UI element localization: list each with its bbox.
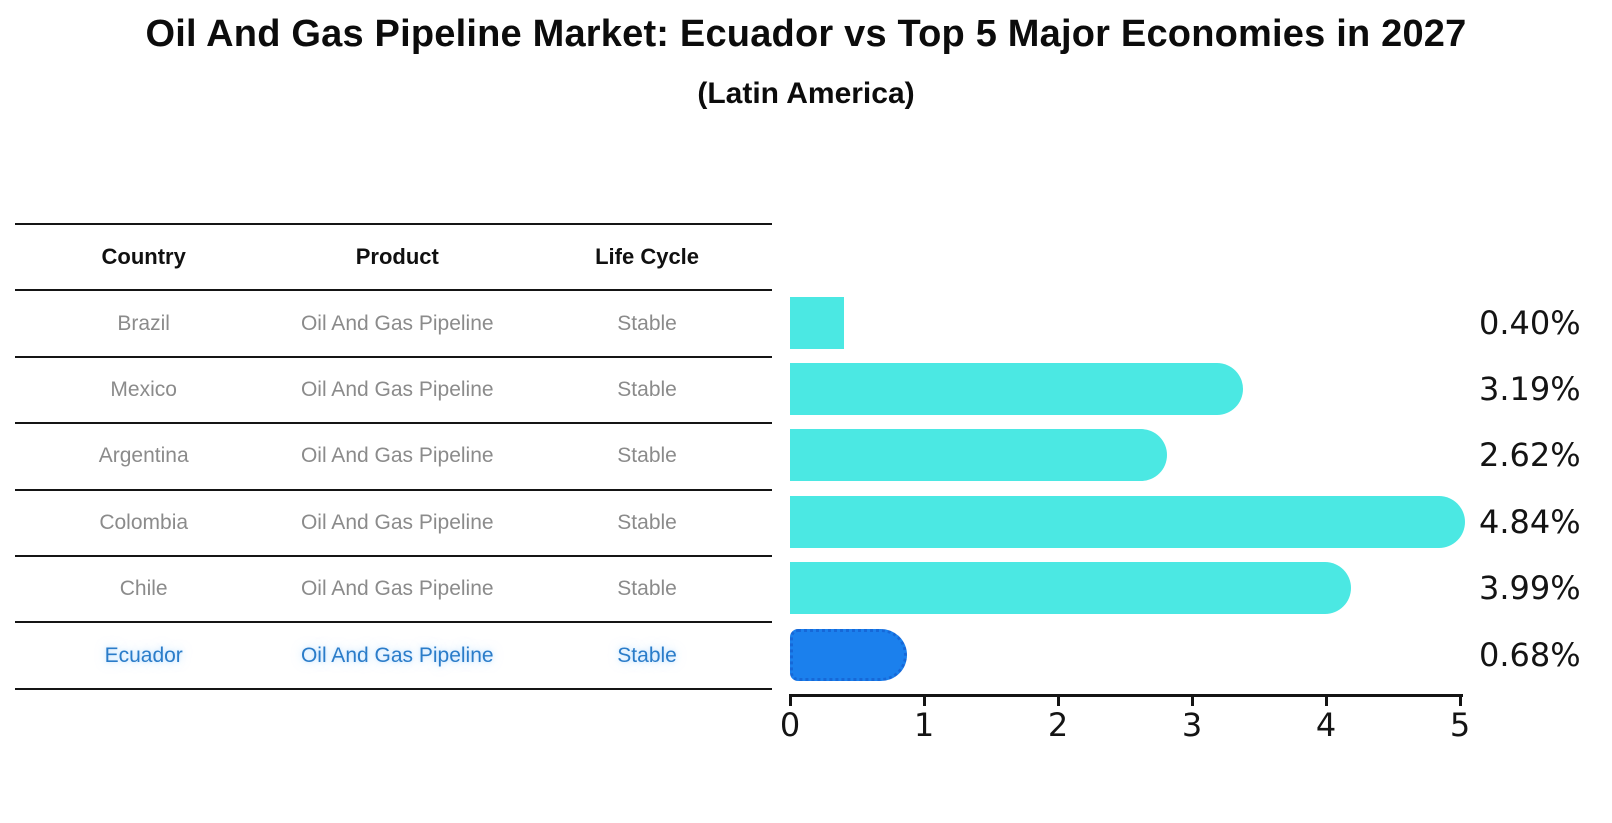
x-axis-tick-label-3: 3 bbox=[1181, 706, 1203, 744]
table-row-argentina: Argentina Oil And Gas Pipeline Stable bbox=[15, 424, 772, 491]
table-body: Brazil Oil And Gas Pipeline Stable Mexic… bbox=[15, 291, 772, 690]
bar-colombia bbox=[790, 495, 1465, 548]
cell-country: Chile bbox=[119, 577, 168, 601]
cell-life-cycle: Stable bbox=[617, 577, 677, 601]
value-label-mexico: 3.19% bbox=[1479, 370, 1581, 408]
cell-product: Oil And Gas Pipeline bbox=[300, 643, 494, 667]
cell-country: Argentina bbox=[98, 444, 189, 468]
header-cell-product: Product bbox=[355, 244, 439, 270]
value-label-chile: 3.99% bbox=[1479, 569, 1581, 608]
cell-life-cycle: Stable bbox=[617, 643, 677, 667]
cell-life-cycle: Stable bbox=[617, 311, 677, 335]
x-axis-tick-4 bbox=[1324, 696, 1328, 706]
cell-country: Mexico bbox=[110, 377, 177, 401]
x-axis-tick-3 bbox=[1190, 696, 1194, 706]
chart-subtitle: (Latin America) bbox=[697, 77, 915, 110]
value-label-ecuador: 0.68% bbox=[1479, 635, 1581, 674]
comparison-table: Country Product Life Cycle Brazil Oil An… bbox=[15, 223, 772, 690]
cell-country: Colombia bbox=[99, 510, 189, 534]
table-row-chile: Chile Oil And Gas Pipeline Stable bbox=[15, 557, 772, 624]
cell-product: Oil And Gas Pipeline bbox=[300, 311, 494, 335]
cell-country: Ecuador bbox=[104, 643, 183, 667]
table-row-ecuador: Ecuador Oil And Gas Pipeline Stable bbox=[15, 623, 772, 690]
x-axis-tick-5 bbox=[1458, 696, 1462, 706]
value-label-argentina: 2.62% bbox=[1479, 436, 1581, 475]
bar-chile bbox=[790, 562, 1351, 615]
header-cell-life-cycle: Life Cycle bbox=[595, 244, 700, 270]
x-axis-tick-label-4: 4 bbox=[1315, 706, 1337, 744]
bar-brazil bbox=[790, 296, 844, 349]
cell-life-cycle: Stable bbox=[617, 510, 677, 534]
x-axis-tick-label-5: 5 bbox=[1449, 706, 1471, 744]
cell-product: Oil And Gas Pipeline bbox=[300, 377, 494, 401]
cell-product: Oil And Gas Pipeline bbox=[300, 444, 494, 468]
chart-title: Oil And Gas Pipeline Market: Ecuador vs … bbox=[145, 13, 1467, 55]
x-axis-tick-1 bbox=[922, 696, 926, 706]
x-axis-tick-label-0: 0 bbox=[779, 706, 801, 744]
table-row-brazil: Brazil Oil And Gas Pipeline Stable bbox=[15, 291, 772, 358]
bar-ecuador bbox=[790, 628, 908, 681]
x-axis-tick-0 bbox=[788, 696, 792, 706]
bar-argentina bbox=[790, 429, 1168, 482]
x-axis-tick-2 bbox=[1056, 696, 1060, 706]
cell-product: Oil And Gas Pipeline bbox=[300, 577, 494, 601]
x-axis-tick-label-1: 1 bbox=[913, 706, 935, 744]
value-label-brazil: 0.40% bbox=[1479, 303, 1581, 342]
cell-product: Oil And Gas Pipeline bbox=[300, 510, 494, 534]
header-cell-country: Country bbox=[101, 244, 186, 270]
table-header-row: Country Product Life Cycle bbox=[15, 225, 772, 292]
cell-life-cycle: Stable bbox=[617, 377, 677, 401]
x-axis-line bbox=[789, 694, 1463, 697]
cell-country: Brazil bbox=[117, 311, 170, 335]
cell-life-cycle: Stable bbox=[617, 444, 677, 468]
table-row-mexico: Mexico Oil And Gas Pipeline Stable bbox=[15, 358, 772, 425]
bar-mexico bbox=[790, 363, 1244, 415]
x-axis-tick-label-2: 2 bbox=[1047, 706, 1069, 744]
value-label-colombia: 4.84% bbox=[1479, 502, 1581, 541]
table-row-colombia: Colombia Oil And Gas Pipeline Stable bbox=[15, 491, 772, 557]
